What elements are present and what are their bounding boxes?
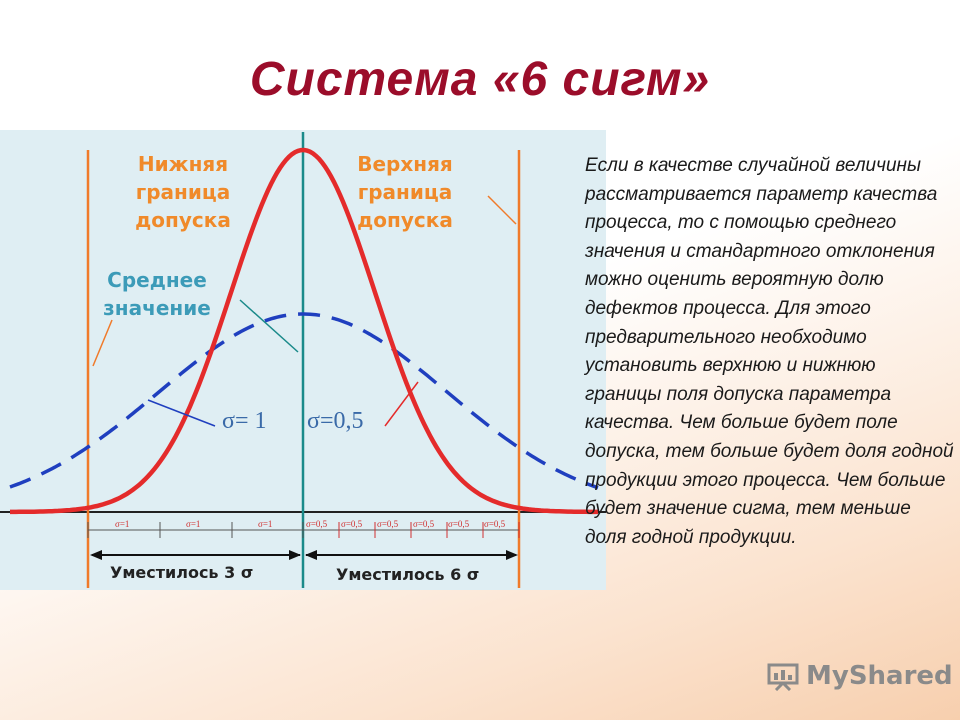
mean-label: Среднее значение	[92, 266, 222, 322]
presentation-icon	[767, 663, 799, 691]
lower-limit-label: Нижняя граница допуска	[118, 150, 248, 234]
sigma05-tick-label: σ=0,5	[341, 519, 363, 529]
diagram-graphics	[0, 132, 606, 588]
sigma-narrow-label: σ=0,5	[307, 408, 364, 434]
sigma-tick-scale	[87, 522, 520, 538]
fit6-arrow-head-right	[506, 550, 518, 560]
sigma05-tick-label: σ=0,5	[448, 519, 470, 529]
fit3-label: Уместилось 3 σ	[106, 563, 258, 582]
upper-limit-leader	[487, 195, 517, 225]
mean-label-line: Среднее	[107, 268, 207, 292]
sigma1-tick-label: σ=1	[186, 519, 201, 529]
sigma-wide-label: σ= 1	[222, 408, 267, 434]
upper-limit-label-line: допуска	[357, 208, 453, 232]
sigma1-tick-label: σ=1	[258, 519, 273, 529]
slide-title: Система «6 сигм»	[249, 53, 711, 106]
watermark-logo: MyShared	[766, 656, 953, 696]
lower-limit-label-line: допуска	[135, 208, 231, 232]
mean-leader	[239, 299, 299, 353]
six-sigma-diagram: Нижняя граница допуска Верхняя граница д…	[0, 130, 606, 590]
description-text: Если в качестве случайной величины рассм…	[585, 155, 954, 548]
fit3-arrow-head-right	[289, 550, 301, 560]
sigma05-tick-label: σ=0,5	[413, 519, 435, 529]
sigma1-tick-label: σ=1	[115, 519, 130, 529]
lower-limit-label-line: граница	[135, 180, 231, 204]
mean-label-line: значение	[103, 296, 211, 320]
narrow-sigma-curve	[10, 147, 598, 515]
sigma05-tick-label: σ=0,5	[306, 519, 328, 529]
sigma1-leader	[147, 399, 216, 427]
fit3-arrow-head-left	[90, 550, 102, 560]
fit6-arrow-head-left	[305, 550, 317, 560]
watermark-text: MyShared	[806, 661, 953, 691]
upper-limit-label-line: граница	[357, 180, 453, 204]
sigma05-tick-label: σ=0,5	[377, 519, 399, 529]
upper-limit-label-line: Верхняя	[357, 152, 453, 176]
lower-limit-leader	[92, 319, 113, 367]
sigma05-leader	[384, 381, 419, 427]
lower-limit-label-line: Нижняя	[137, 152, 229, 176]
fit6-label: Уместилось 6 σ	[332, 565, 484, 584]
sigma05-tick-label: σ=0,5	[484, 519, 506, 529]
wide-sigma-curve	[9, 312, 599, 490]
upper-limit-label: Верхняя граница допуска	[340, 150, 470, 234]
